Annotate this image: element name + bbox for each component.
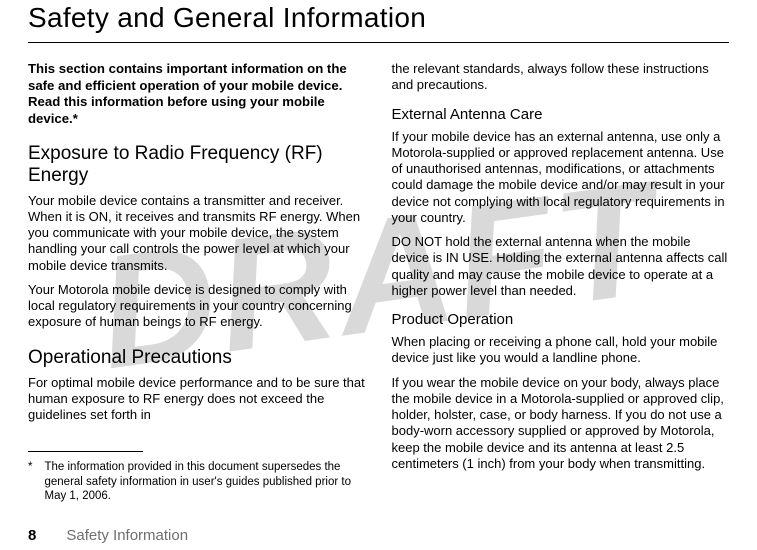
footnote-marker: *: [28, 460, 32, 503]
page-number: 8: [28, 527, 36, 544]
heading-rf-energy: Exposure to Radio Frequency (RF) Energy: [28, 143, 366, 187]
body-text: When placing or receiving a phone call, …: [392, 334, 730, 367]
heading-product-operation: Product Operation: [392, 311, 730, 328]
two-column-layout: This section contains important informat…: [28, 61, 729, 503]
right-column: the relevant standards, always follow th…: [392, 61, 730, 503]
body-text: DO NOT hold the external antenna when th…: [392, 234, 730, 299]
footnote-separator: [28, 451, 143, 452]
heading-operational-precautions: Operational Precautions: [28, 347, 366, 369]
body-text: Your Motorola mobile device is designed …: [28, 282, 366, 331]
footer-section-label: Safety Information: [66, 527, 188, 544]
body-text: For optimal mobile device performance an…: [28, 375, 366, 424]
lead-paragraph: This section contains important informat…: [28, 61, 366, 127]
body-text: the relevant standards, always follow th…: [392, 61, 730, 94]
left-column: This section contains important informat…: [28, 61, 366, 503]
body-text: If you wear the mobile device on your bo…: [392, 375, 730, 473]
heading-external-antenna: External Antenna Care: [392, 106, 730, 123]
footnote: * The information provided in this docum…: [28, 460, 366, 503]
page-content: Safety and General Information This sect…: [0, 0, 757, 503]
page-title: Safety and General Information: [28, 0, 729, 43]
body-text: If your mobile device has an external an…: [392, 129, 730, 227]
footnote-text: The information provided in this documen…: [44, 460, 365, 503]
page-footer: 8 Safety Information: [28, 527, 188, 544]
body-text: Your mobile device contains a transmitte…: [28, 193, 366, 274]
